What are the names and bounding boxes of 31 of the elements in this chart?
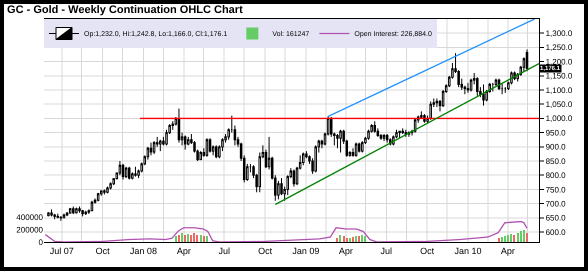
- y-tick-label: 1,250.0: [546, 43, 573, 52]
- x-tick-label: Jul 07: [50, 246, 74, 256]
- y-tick-label: 1,100.0: [546, 86, 573, 95]
- x-tick-label: Jul: [380, 246, 392, 256]
- y-tick-label: 1,000.0: [546, 114, 573, 124]
- y2-tick-label: 0: [38, 238, 44, 247]
- chart-title: GC - Gold - Weekly Continuation OHLC Chart: [7, 4, 244, 16]
- y-tick-label: 1,050.0: [546, 100, 573, 110]
- y-tick-label: 800.0: [546, 171, 566, 180]
- y-tick-label: 950.0: [546, 128, 566, 138]
- x-tick-label: Apr: [338, 246, 353, 256]
- x-tick-label: Apr: [500, 246, 515, 256]
- x-tick-label: Oct: [420, 246, 435, 256]
- y2-tick-label: 200000: [16, 225, 44, 234]
- x-tick-label: Apr: [176, 246, 191, 256]
- x-tick-label: Jan 08: [130, 246, 157, 256]
- x-tick-label: Jul: [218, 246, 230, 256]
- y-tick-label: 1,300.0: [546, 29, 573, 38]
- x-tick-label: Jan 10: [454, 246, 482, 256]
- x-tick-label: Jan 09: [292, 246, 320, 256]
- y-tick-label: 1,150.0: [546, 72, 573, 81]
- y-tick-label: 650.0: [546, 214, 566, 223]
- y-tick-label: 600.0: [546, 228, 566, 237]
- y2-tick-label: 400000: [16, 213, 44, 222]
- y-tick-label: 750.0: [546, 185, 566, 194]
- x-tick-label: Oct: [96, 246, 110, 256]
- y-tick-label: 850.0: [546, 156, 566, 166]
- y-tick-label: 700.0: [546, 199, 566, 208]
- x-tick-label: Oct: [258, 246, 273, 256]
- y-tick-label: 1,200.0: [546, 57, 573, 66]
- y-tick-label: 900.0: [546, 142, 566, 152]
